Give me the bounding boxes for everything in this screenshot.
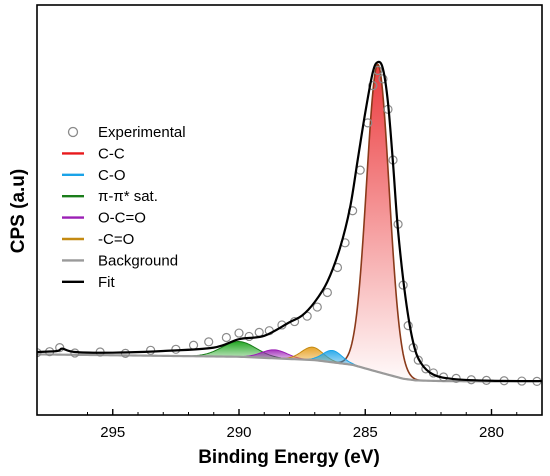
legend-label-c-o: -C=O bbox=[98, 231, 134, 248]
fit-line bbox=[37, 60, 542, 383]
legend-label-o-c-o: O-C=O bbox=[98, 210, 146, 227]
x-axis: 295 290 285 280 bbox=[87, 409, 518, 441]
experimental-point bbox=[312, 302, 322, 312]
experimental-point bbox=[378, 74, 388, 84]
experimental-point bbox=[421, 364, 431, 374]
x-tick-label: 290 bbox=[226, 424, 251, 441]
legend-marker-experimental bbox=[67, 126, 79, 138]
legend-label-c-o: C-O bbox=[98, 167, 126, 184]
legend-label-sat: π-π* sat. bbox=[98, 188, 158, 205]
background-line bbox=[37, 353, 540, 383]
legend-label-c-c: C-C bbox=[98, 145, 125, 162]
x-axis-label: Binding Energy (eV) bbox=[198, 447, 380, 468]
legend-label-experimental: Experimental bbox=[98, 124, 186, 141]
experimental-point bbox=[244, 331, 254, 342]
legend-label-background: Background bbox=[98, 252, 178, 269]
experimental-point bbox=[55, 343, 65, 353]
experimental-point bbox=[322, 287, 332, 298]
x-tick-label: 280 bbox=[479, 424, 504, 441]
experimental-point bbox=[188, 340, 199, 350]
y-axis-label: CPS (a.u) bbox=[8, 169, 29, 253]
experimental-point bbox=[368, 81, 378, 91]
experimental-point bbox=[146, 345, 156, 355]
experimental-point bbox=[204, 337, 214, 347]
experimental-point bbox=[254, 327, 264, 337]
legend-label-fit: Fit bbox=[98, 274, 115, 291]
plot-area bbox=[37, 60, 542, 387]
experimental-point bbox=[234, 328, 244, 338]
x-tick-label: 295 bbox=[100, 424, 125, 441]
x-tick-label: 285 bbox=[353, 424, 378, 441]
experimental-point bbox=[221, 332, 231, 343]
legend: Experimental C-C C-O π-π* sat. O-C=O -C=O Back… bbox=[62, 124, 186, 291]
